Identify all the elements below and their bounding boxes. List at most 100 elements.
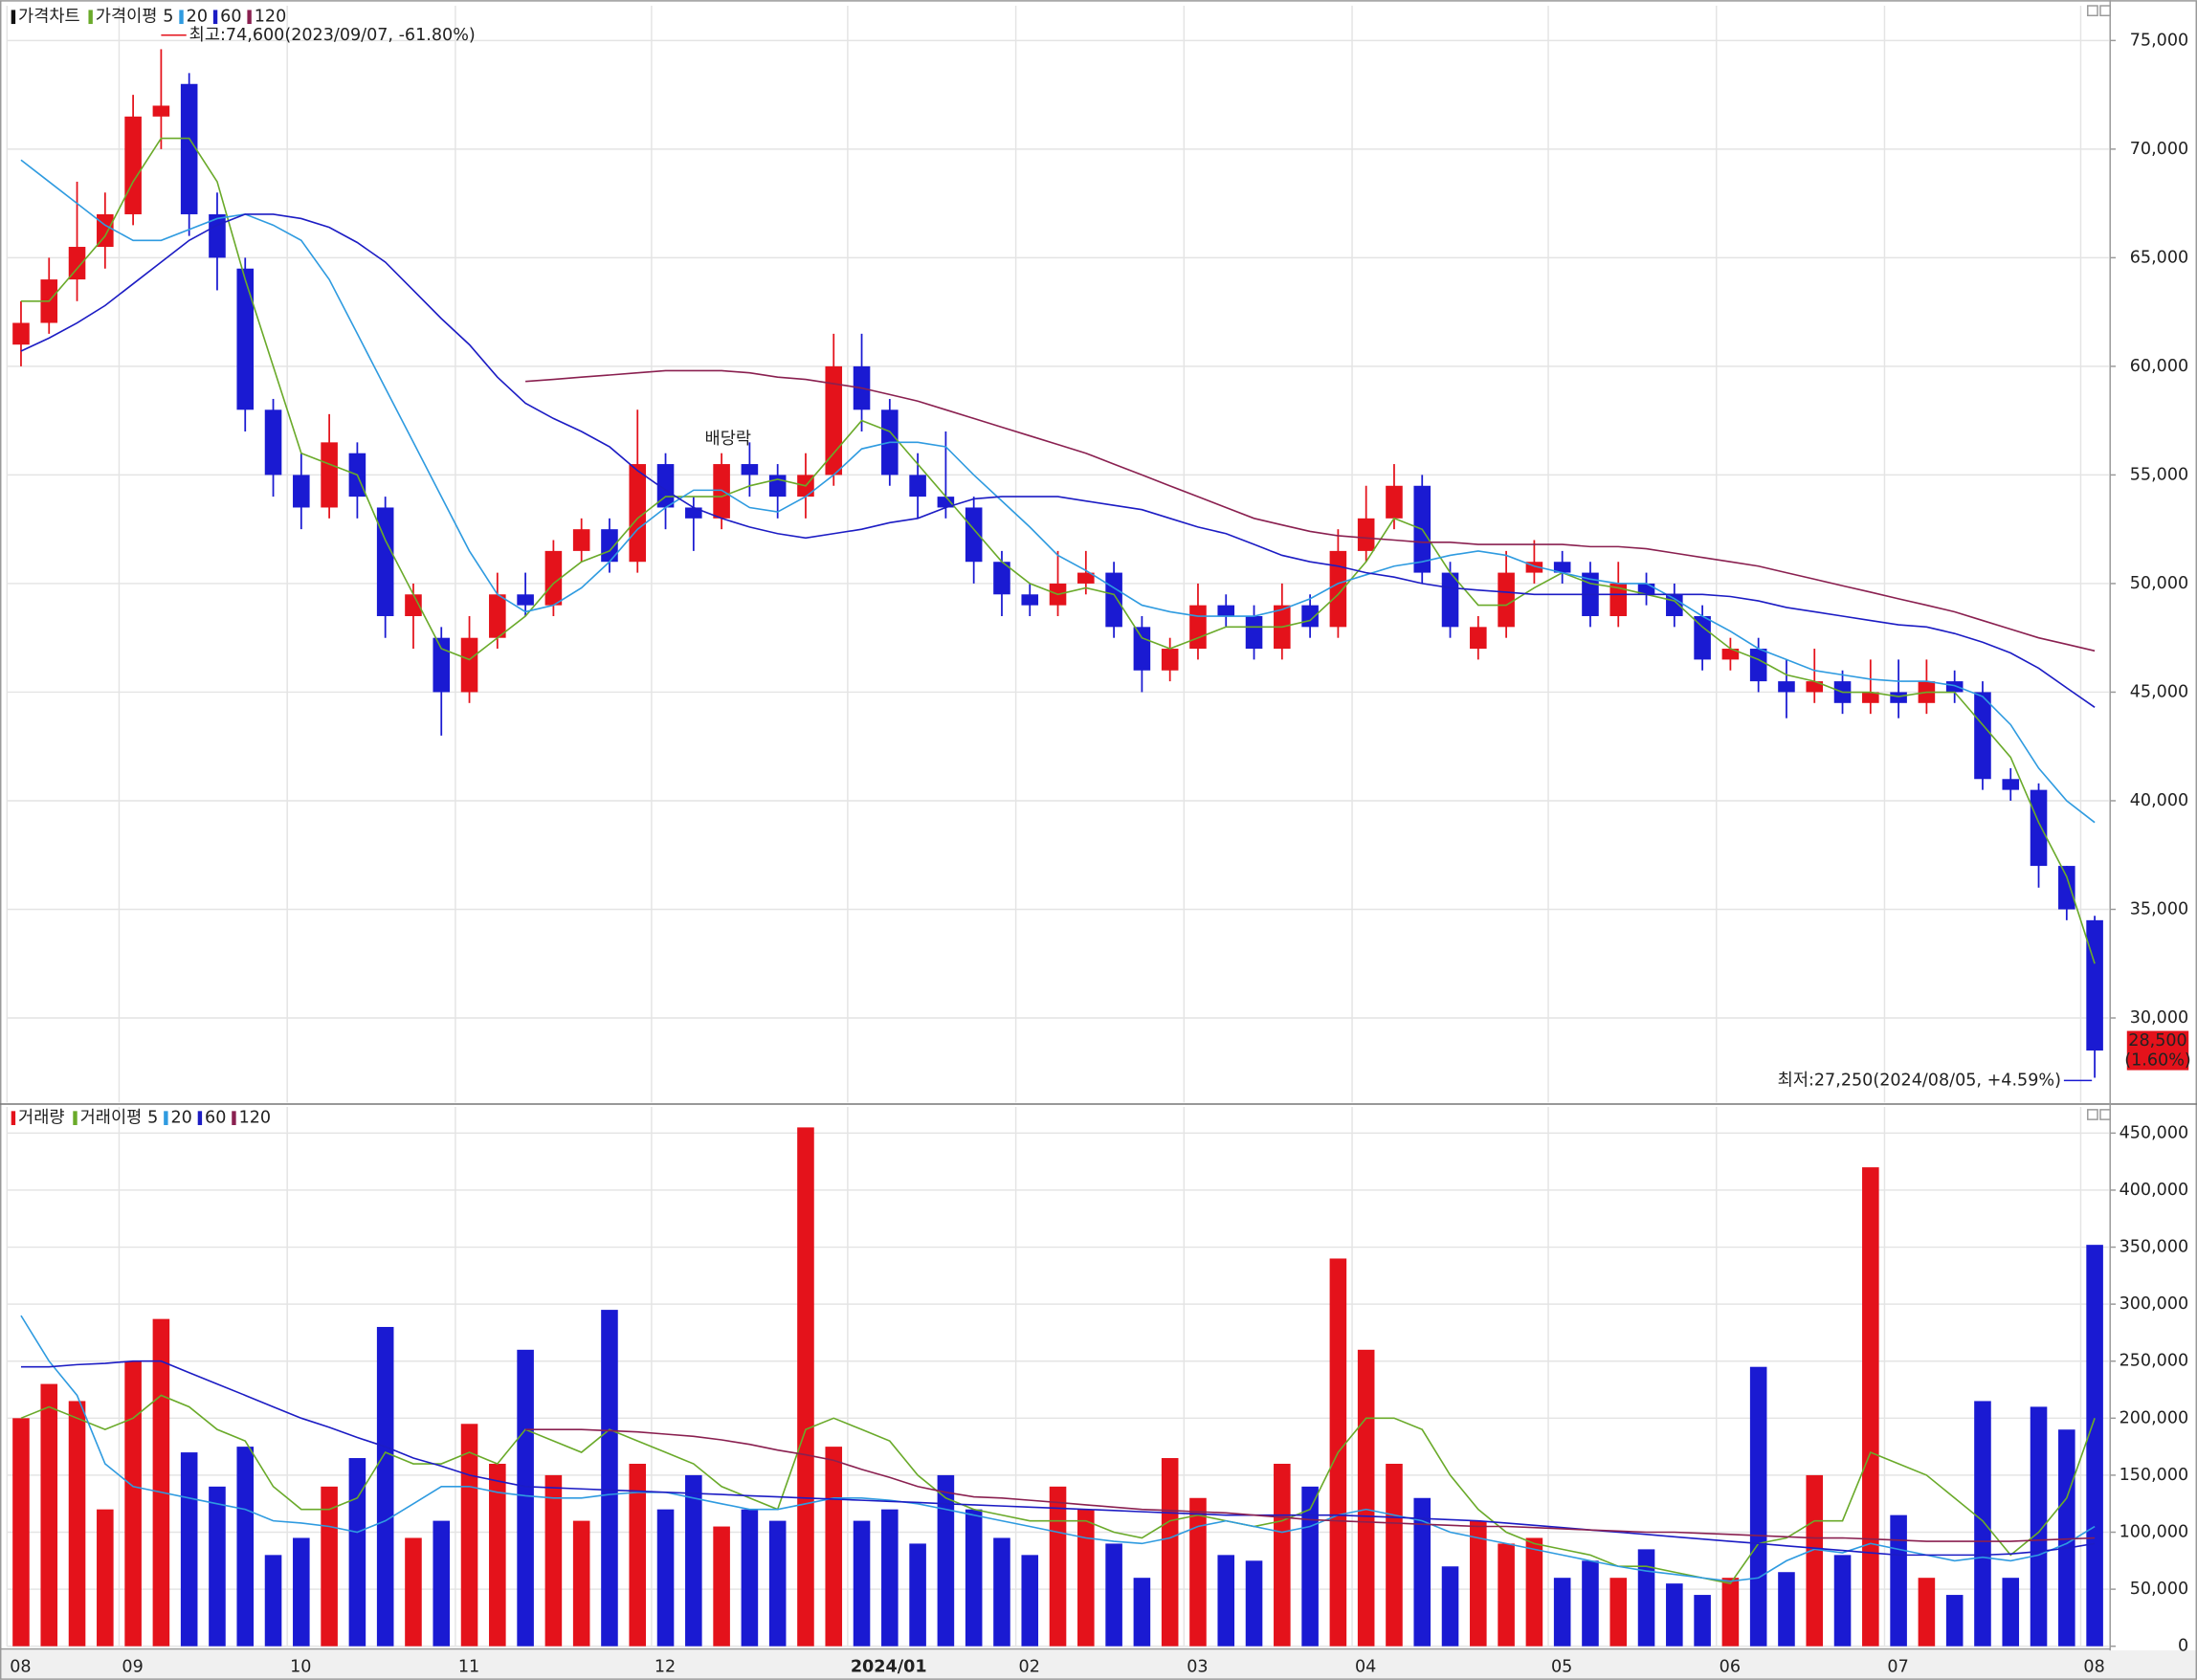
candle-body — [1077, 572, 1095, 584]
candle-body — [1161, 649, 1179, 671]
candle-body — [993, 562, 1010, 595]
candle-body — [293, 475, 310, 508]
volume-bar — [264, 1555, 282, 1647]
volume-bar — [1918, 1578, 1936, 1647]
candle-body — [1637, 583, 1655, 595]
volume-bar — [209, 1486, 226, 1647]
volume-bar — [1806, 1474, 1824, 1647]
panel-button[interactable] — [2099, 1109, 2111, 1120]
x-tick-label: 04 — [1355, 1658, 1376, 1677]
candle-body — [180, 83, 198, 214]
volume-bar — [1721, 1578, 1740, 1647]
volume-bar — [1890, 1514, 1907, 1647]
candle-body — [433, 637, 451, 693]
candle-body — [209, 213, 226, 258]
volume-bar — [993, 1537, 1010, 1647]
volume-bar — [1105, 1543, 1122, 1647]
volume-bar — [433, 1520, 451, 1647]
candle-body — [1441, 572, 1459, 628]
volume-bar — [40, 1383, 58, 1647]
volume-bar — [97, 1509, 114, 1647]
legend-entry: 5 — [147, 1109, 158, 1128]
candle-body — [2030, 789, 2048, 867]
panel-button[interactable] — [2087, 5, 2098, 17]
volume-bar — [909, 1543, 926, 1647]
volume-bar — [1694, 1595, 1711, 1647]
candle-body — [1498, 572, 1515, 628]
candle-body — [1721, 649, 1740, 660]
candle-body — [685, 507, 702, 519]
volume-bar — [881, 1509, 899, 1647]
candle-body — [489, 594, 506, 638]
candle-body — [1357, 518, 1375, 551]
candle-body — [768, 475, 787, 497]
legend-entry: 20 — [170, 1109, 191, 1128]
y-tick-label: 60,000 — [2130, 357, 2188, 376]
legend-swatch — [11, 1111, 16, 1125]
y-tick-label: 65,000 — [2130, 248, 2188, 267]
candle-body — [1189, 605, 1207, 650]
panel-button[interactable] — [2087, 1109, 2098, 1120]
y-tick-label: 55,000 — [2130, 465, 2188, 484]
volume-bar — [853, 1520, 871, 1647]
moving-average-line — [20, 137, 2096, 964]
moving-average-line — [20, 1394, 2096, 1584]
candle-body — [152, 105, 170, 117]
x-tick-label: 06 — [1720, 1658, 1741, 1677]
volume-bar — [1413, 1497, 1431, 1647]
volume-bar — [12, 1418, 30, 1647]
candle-body — [1021, 594, 1039, 606]
candle-body — [12, 322, 30, 345]
volume-bar — [937, 1474, 955, 1647]
legend-title: 거래량 — [18, 1109, 64, 1128]
volume-bar — [1778, 1572, 1795, 1647]
legend-swatch — [247, 10, 252, 25]
volume-bar — [2002, 1578, 2020, 1647]
x-tick-label: 11 — [458, 1658, 479, 1677]
candle-body — [741, 464, 759, 475]
volume-bar — [713, 1526, 730, 1647]
legend-swatch — [232, 1111, 236, 1125]
candle-body — [2086, 919, 2103, 1051]
volume-bar — [1609, 1578, 1628, 1647]
volume-bar — [825, 1447, 843, 1647]
volume-bar — [1357, 1349, 1375, 1647]
volume-bar — [1749, 1366, 1767, 1647]
candle-body — [124, 116, 142, 214]
candle-body — [264, 409, 282, 475]
legend-entry: 5 — [163, 8, 173, 27]
volume-bar — [236, 1447, 255, 1647]
candle-body — [1666, 594, 1683, 616]
volume-bar — [124, 1360, 142, 1647]
volume-bar — [1189, 1497, 1207, 1647]
volume-bar — [2030, 1406, 2048, 1647]
volume-bar — [1161, 1458, 1179, 1647]
volume-bar — [1441, 1566, 1459, 1647]
x-tick-label: 10 — [290, 1658, 311, 1677]
volume-bar — [376, 1326, 394, 1647]
volume-bar — [1862, 1167, 1879, 1647]
volume-bar — [152, 1318, 170, 1647]
legend-entry: 120 — [255, 8, 287, 27]
x-tick-label: 08 — [2083, 1658, 2104, 1677]
y-tick-label: 450,000 — [2119, 1123, 2189, 1142]
candle-body — [2058, 866, 2075, 910]
candle-body — [1470, 627, 1487, 650]
candle-body — [601, 529, 618, 563]
candle-body — [1105, 572, 1122, 628]
y-tick-label: 50,000 — [2130, 574, 2188, 593]
candle-body — [1862, 692, 1879, 703]
volume-bar — [1974, 1401, 1991, 1647]
volume-bar — [768, 1520, 787, 1647]
x-tick-label: 03 — [1187, 1658, 1208, 1677]
candle-body — [376, 507, 394, 616]
labels: 30,000 35,000 40,000 45,000 50,000 55,000 60,0… — [10, 8, 2191, 1677]
last-price-box — [2126, 1030, 2189, 1071]
candle-body — [1329, 550, 1347, 628]
candle-body — [1245, 615, 1263, 650]
panel-button[interactable] — [2099, 5, 2111, 17]
legend-ma-label: 가격이평 — [96, 8, 158, 27]
last-change-label: (1.60%) — [2124, 1050, 2191, 1070]
